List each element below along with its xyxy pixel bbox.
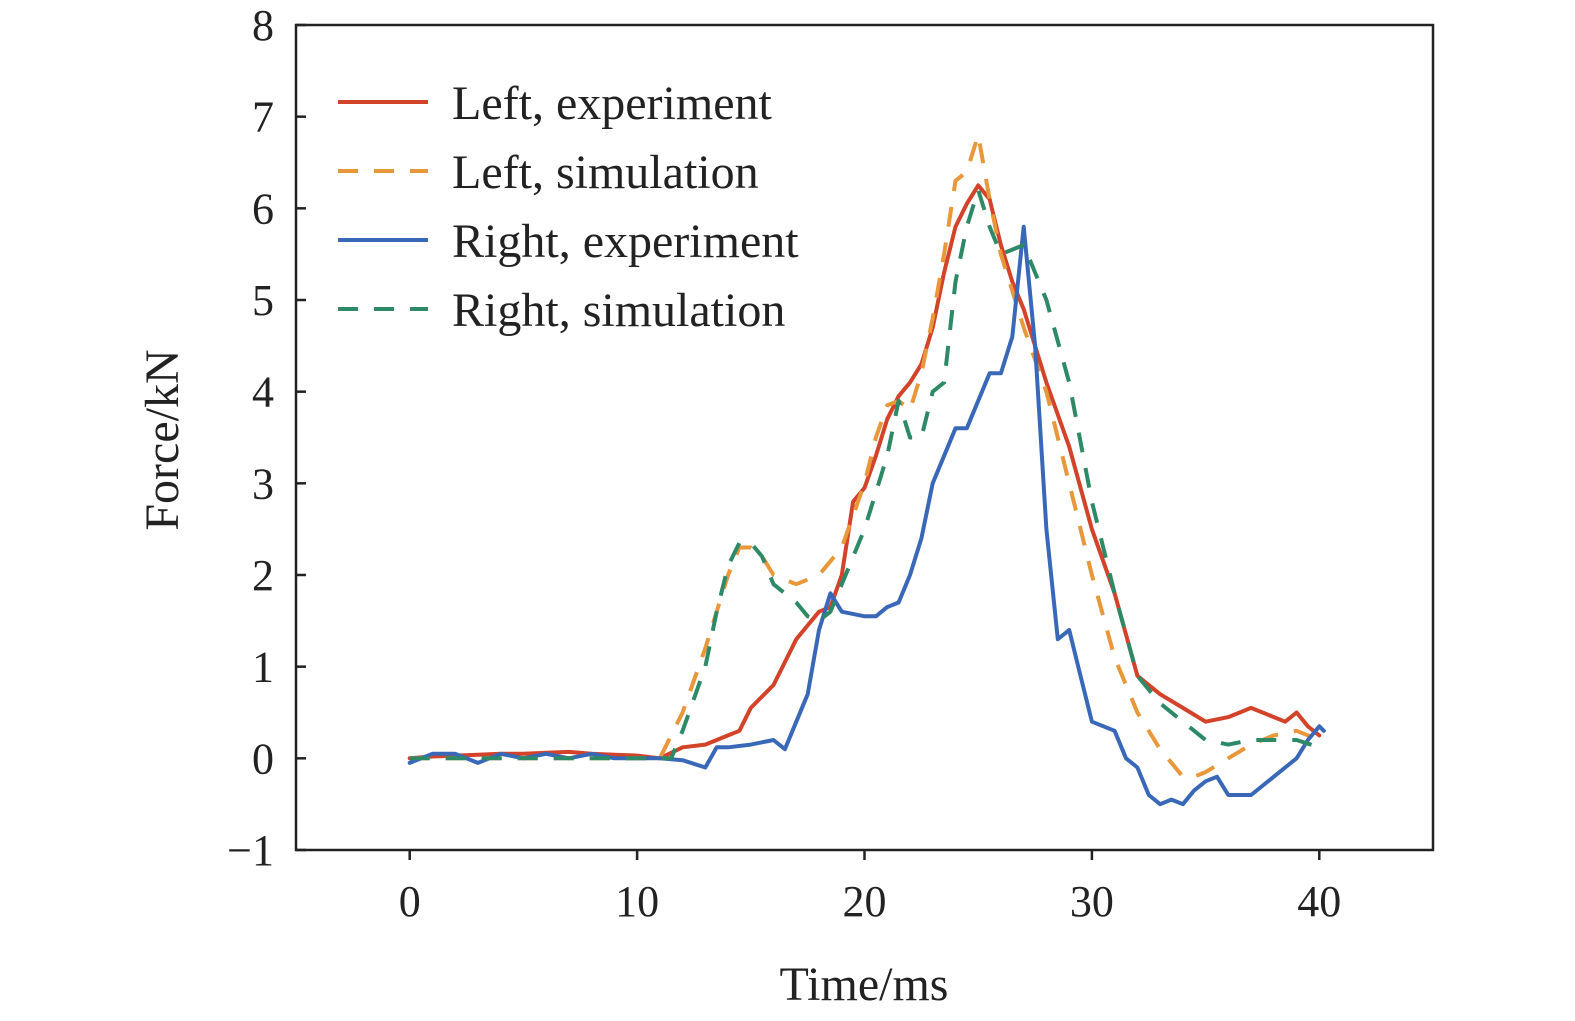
x-tick-label: 10 bbox=[615, 877, 659, 926]
legend-label: Left, experiment bbox=[452, 77, 773, 130]
y-axis-label: Force/kN bbox=[136, 349, 189, 530]
y-tick-label: 1 bbox=[252, 643, 274, 692]
series-line-4 bbox=[409, 188, 1320, 761]
y-tick-label: 0 bbox=[252, 734, 274, 783]
y-tick-label: 6 bbox=[252, 184, 274, 233]
y-tick-label: 4 bbox=[252, 368, 274, 417]
x-axis-ticks: 0 10 20 30 40 bbox=[399, 850, 1341, 926]
y-tick-label: 2 bbox=[252, 551, 274, 600]
y-tick-label: −1 bbox=[227, 826, 274, 875]
y-tick-label: 3 bbox=[252, 459, 274, 508]
series-line-1 bbox=[407, 183, 1322, 761]
x-tick-label: 40 bbox=[1297, 877, 1341, 926]
y-axis-ticks: −1 0 1 2 3 4 5 6 7 8 bbox=[227, 1, 306, 875]
legend-label: Right, simulation bbox=[452, 284, 785, 337]
x-axis-label: Time/ms bbox=[780, 958, 949, 1011]
x-tick-label: 20 bbox=[843, 877, 887, 926]
legend-label: Left, simulation bbox=[452, 146, 759, 199]
series-line-2 bbox=[409, 133, 1321, 779]
legend: Left, experiment Left, simulation Right, e… bbox=[338, 77, 799, 337]
y-tick-label: 7 bbox=[252, 93, 274, 142]
y-tick-label: 8 bbox=[252, 1, 274, 50]
plot-lines bbox=[407, 133, 1326, 807]
x-tick-label: 0 bbox=[399, 877, 421, 926]
y-tick-label: 5 bbox=[252, 276, 274, 325]
x-tick-label: 30 bbox=[1070, 877, 1114, 926]
legend-label: Right, experiment bbox=[452, 215, 799, 268]
